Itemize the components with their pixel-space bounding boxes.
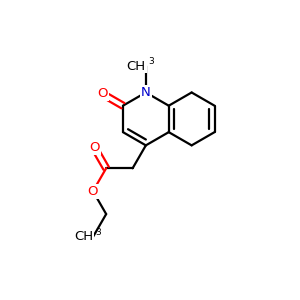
Text: CH: CH (74, 230, 93, 244)
Text: O: O (97, 87, 108, 100)
Text: O: O (89, 141, 100, 154)
Text: 3: 3 (148, 57, 154, 66)
Text: O: O (88, 185, 98, 198)
Text: 3: 3 (95, 228, 101, 237)
Text: N: N (141, 86, 151, 99)
Text: CH: CH (127, 59, 146, 73)
